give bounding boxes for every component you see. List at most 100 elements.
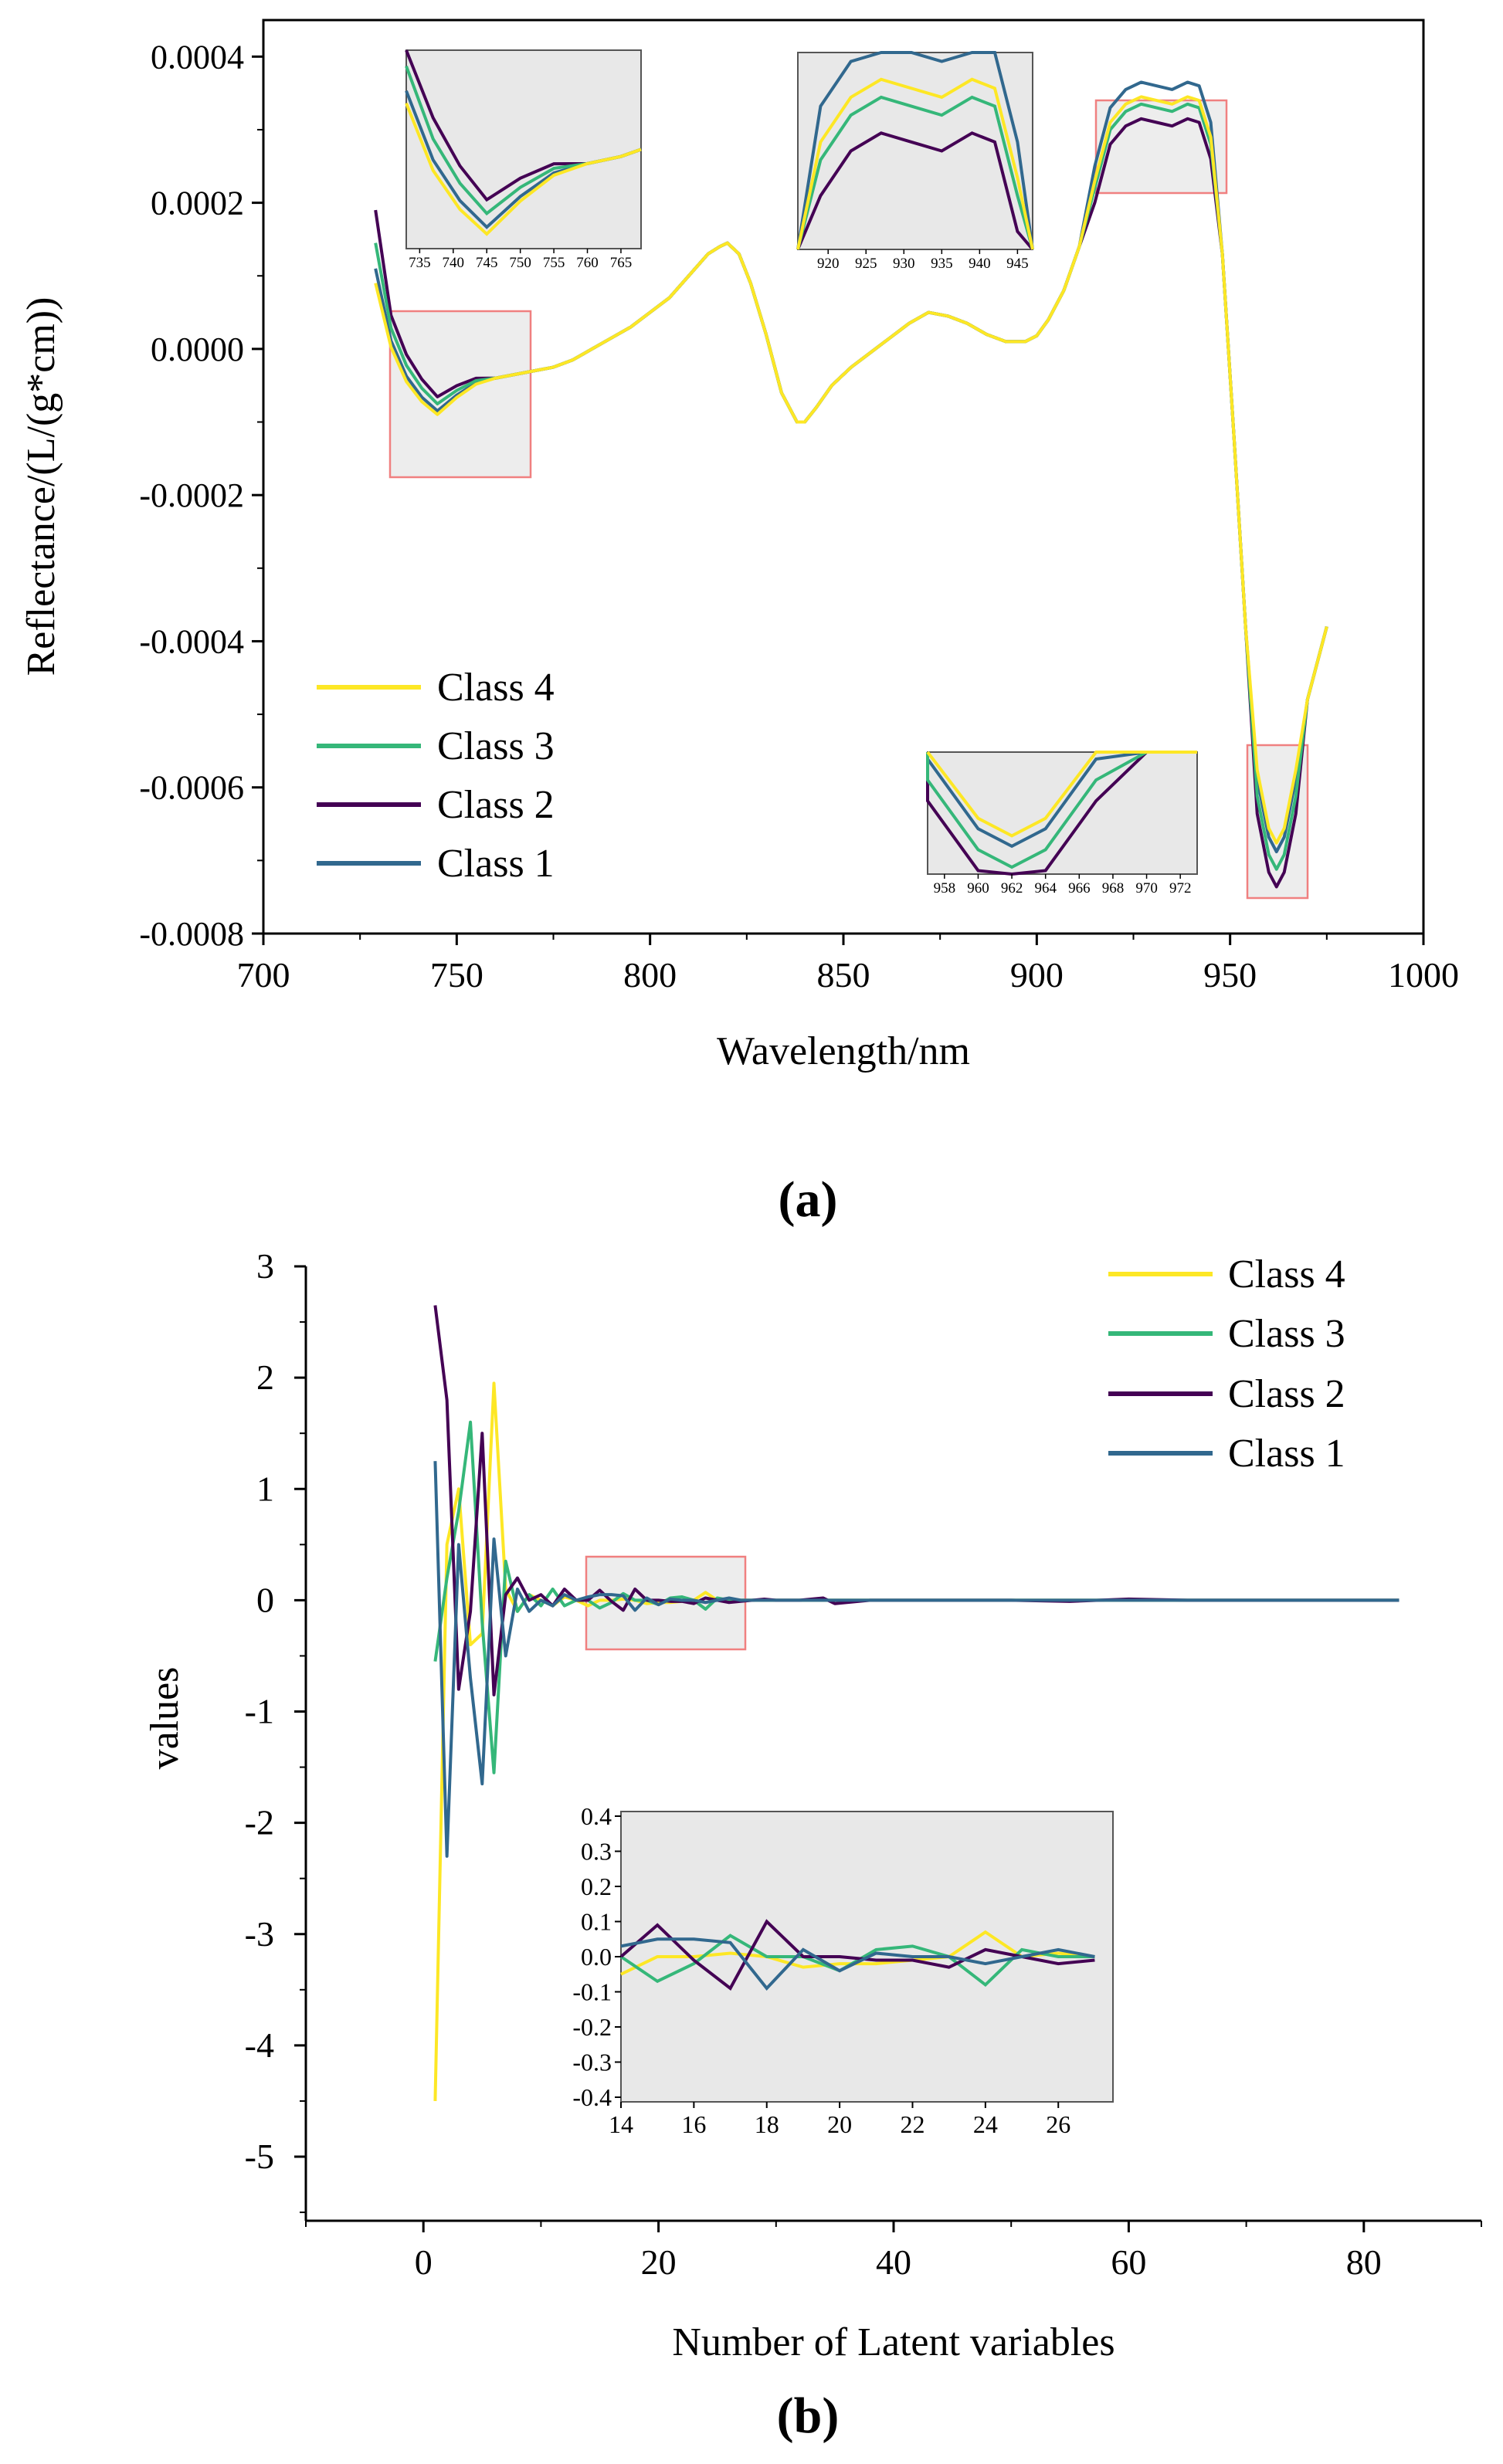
x-tick-label-a: 750 bbox=[430, 955, 483, 995]
series-line-b-class2 bbox=[433, 1305, 1400, 1696]
series-line-b-class1 bbox=[433, 1461, 1400, 1858]
legend-label-class2-b: Class 2 bbox=[1228, 1372, 1345, 1416]
legend-label-class3-b: Class 3 bbox=[1228, 1312, 1345, 1356]
inset-920-945: 920 925 930 935 940 945 bbox=[796, 51, 1034, 272]
y-tick-label-b: -1 bbox=[245, 1692, 274, 1731]
inset-ticks-920-945: 920 925 930 935 940 945 bbox=[817, 249, 1029, 272]
y-tick-label-a: -0.0004 bbox=[139, 622, 244, 660]
inset-line-class1 bbox=[796, 51, 1034, 250]
inset-frame-735-765 bbox=[405, 49, 642, 249]
inset-line-class4 bbox=[405, 102, 642, 236]
legend-label-class1-b: Class 1 bbox=[1228, 1432, 1345, 1476]
inset-line-class3 bbox=[926, 751, 1197, 869]
inset-b-x-tick-label: 18 bbox=[755, 2110, 779, 2138]
y-tick-label-b: 3 bbox=[256, 1246, 274, 1286]
legend-label-class4-b: Class 4 bbox=[1228, 1252, 1345, 1296]
y-axis-label-a: Reflectance/(L/(g*cm)) bbox=[19, 297, 63, 676]
inset-tick-label: 740 bbox=[443, 255, 465, 271]
inset-b-x-tick-label: 24 bbox=[973, 2110, 998, 2138]
series-lines-a bbox=[374, 80, 1328, 889]
inset-tick-label: 966 bbox=[1068, 880, 1091, 896]
panel-label-a: (a) bbox=[779, 1171, 838, 1228]
panel-label-b: (b) bbox=[777, 2388, 840, 2444]
inset-b-y-tick-label: -0.1 bbox=[572, 1978, 612, 2006]
legend-label-class3-a: Class 3 bbox=[437, 724, 555, 768]
y-tick-label-a: 0.0000 bbox=[151, 330, 244, 368]
y-tick-label-b: 1 bbox=[256, 1469, 274, 1508]
x-axis-label-b: Number of Latent variables bbox=[672, 2320, 1115, 2364]
y-tick-label-a: -0.0006 bbox=[139, 769, 244, 807]
x-tick-label-a: 700 bbox=[237, 955, 290, 995]
inset-b-x-tick-label: 14 bbox=[609, 2110, 633, 2138]
inset-lines-920-945 bbox=[796, 51, 1034, 251]
y-tick-label-a: -0.0002 bbox=[139, 476, 244, 514]
y-tick-label-b: -3 bbox=[245, 1914, 274, 1954]
inset-b-y-tick-label: -0.3 bbox=[572, 2049, 612, 2076]
x-tick-label-a: 850 bbox=[817, 955, 870, 995]
inset-line-class4 bbox=[926, 751, 1197, 838]
chart-panel-a: 700 750 800 850 900 950 1000 0.00040.00020.000… bbox=[19, 19, 1459, 1228]
inset-tick-label: 968 bbox=[1102, 880, 1125, 896]
inset-tick-label: 970 bbox=[1135, 880, 1158, 896]
inset-tick-label: 940 bbox=[969, 256, 991, 272]
inset-lines-735-765 bbox=[405, 49, 642, 236]
inset-line-class3 bbox=[796, 95, 1034, 250]
inset-tick-label: 964 bbox=[1034, 880, 1057, 896]
x-tick-label-b: 80 bbox=[1346, 2242, 1382, 2282]
inset-b-x-tick-label: 20 bbox=[827, 2110, 852, 2138]
legend-label-class2-a: Class 2 bbox=[437, 783, 555, 827]
inset-lines-14-27 bbox=[619, 1919, 1095, 1991]
chart-panel-b: 0 20 40 60 80 3 2 1 0 -1 -2 -3 -4 -5 Number of Laten… bbox=[143, 1246, 1482, 2444]
y-tick-label-a: -0.0008 bbox=[139, 915, 244, 953]
x-tick-label-a: 900 bbox=[1010, 955, 1064, 995]
inset-line-b-class4 bbox=[620, 1930, 1095, 1976]
y-axis-ticks-b: 3 2 1 0 -1 -2 -3 -4 -5 bbox=[245, 1246, 306, 2214]
inset-14-27: 14 16 18 20 22 24 26 0.4 0.3 0.2 0.1 0.0 -0.1 -0.2 -0.… bbox=[572, 1802, 1114, 2138]
inset-line-class2 bbox=[926, 751, 1197, 876]
y-tick-label-b: 0 bbox=[256, 1580, 274, 1619]
inset-735-765: 735 740 745 750 755 760 765 bbox=[405, 49, 642, 271]
inset-tick-label: 760 bbox=[576, 255, 599, 271]
y-axis-label-b: values bbox=[143, 1667, 187, 1770]
inset-tick-label: 755 bbox=[543, 255, 565, 271]
y-tick-label-b: 2 bbox=[256, 1357, 274, 1397]
inset-b-x-tick-label: 26 bbox=[1046, 2110, 1070, 2138]
x-tick-label-b: 20 bbox=[641, 2242, 677, 2282]
inset-tick-label: 750 bbox=[509, 255, 531, 271]
x-tick-label-b: 60 bbox=[1111, 2242, 1146, 2282]
x-axis-ticks-b: 0 20 40 60 80 bbox=[305, 2221, 1482, 2282]
inset-b-x-tick-label: 16 bbox=[681, 2110, 706, 2138]
x-tick-label-b: 0 bbox=[415, 2242, 433, 2282]
inset-tick-label: 958 bbox=[934, 880, 956, 896]
x-tick-label-a: 800 bbox=[623, 955, 677, 995]
x-axis-label-a: Wavelength/nm bbox=[717, 1029, 970, 1073]
inset-tick-label: 920 bbox=[817, 256, 840, 272]
inset-tick-label: 962 bbox=[1001, 880, 1023, 896]
legend-label-class1-a: Class 1 bbox=[437, 842, 555, 886]
inset-ticks-735-765: 735 740 745 750 755 760 765 bbox=[409, 249, 632, 271]
inset-b-y-tick-label: -0.4 bbox=[572, 2083, 612, 2111]
inset-b-y-tick-label: 0.4 bbox=[581, 1802, 612, 1830]
inset-958-972: 958 960 962 964 966 968 970 972 bbox=[926, 751, 1198, 896]
legend-label-class4-a: Class 4 bbox=[437, 666, 555, 710]
x-tick-label-a: 950 bbox=[1203, 955, 1257, 995]
inset-tick-label: 935 bbox=[931, 256, 953, 272]
inset-tick-label: 945 bbox=[1006, 256, 1029, 272]
inset-line-class2 bbox=[796, 131, 1034, 251]
legend-a: Class 4 Class 3 Class 2 Class 1 bbox=[317, 666, 555, 886]
inset-ticks-14-27: 14 16 18 20 22 24 26 0.4 0.3 0.2 0.1 0.0 -0.1 -0.2 -0.… bbox=[572, 1802, 1070, 2138]
y-tick-label-a: 0.0002 bbox=[151, 185, 244, 222]
inset-tick-label: 972 bbox=[1169, 880, 1192, 896]
y-tick-label-a: 0.0004 bbox=[151, 38, 244, 76]
inset-frame-920-945 bbox=[797, 52, 1033, 250]
series-lines-b bbox=[433, 1305, 1400, 2101]
y-tick-label-b: -4 bbox=[245, 2025, 274, 2065]
inset-b-y-tick-label: -0.2 bbox=[572, 2013, 612, 2041]
inset-line-b-class2 bbox=[619, 1919, 1095, 1991]
x-tick-label-b: 40 bbox=[876, 2242, 911, 2282]
inset-b-y-tick-label: 0.0 bbox=[581, 1943, 612, 1971]
inset-b-y-tick-label: 0.2 bbox=[581, 1873, 612, 1900]
inset-line-class4 bbox=[796, 77, 1034, 250]
inset-tick-label: 925 bbox=[855, 256, 877, 272]
